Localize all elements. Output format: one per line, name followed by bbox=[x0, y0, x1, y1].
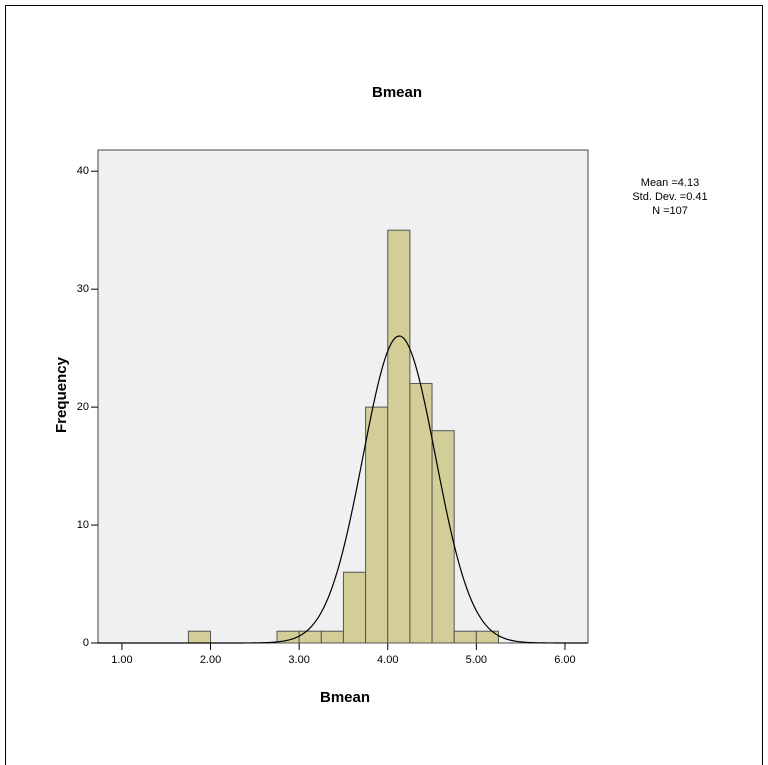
stat-text: Std. Dev. =0.41 bbox=[632, 191, 707, 203]
x-tick-label: 4.00 bbox=[377, 654, 398, 666]
normal-curve bbox=[98, 335, 588, 644]
stat-value: 107 bbox=[670, 205, 688, 217]
x-tick-label: 3.00 bbox=[288, 654, 309, 666]
y-tick-label: 20 bbox=[77, 401, 89, 413]
bar bbox=[431, 430, 455, 644]
bar bbox=[342, 571, 367, 644]
y-tick-label: 0 bbox=[83, 637, 89, 649]
y-tick-label: 40 bbox=[77, 165, 89, 177]
stat-label: N = bbox=[652, 205, 669, 217]
y-tick-label: 30 bbox=[77, 283, 89, 295]
bar bbox=[187, 630, 212, 644]
stat-text: N =107 bbox=[652, 205, 688, 217]
stat-label: Mean = bbox=[641, 177, 678, 189]
y-axis-label: Frequency bbox=[53, 356, 70, 433]
x-axis-label: Bmean bbox=[320, 689, 370, 706]
bar bbox=[320, 630, 344, 644]
stat-value: 0.41 bbox=[686, 191, 707, 203]
bar bbox=[387, 229, 411, 644]
plot-area bbox=[97, 149, 589, 644]
stat-text: Mean =4.13 bbox=[641, 177, 699, 189]
stat-label: Std. Dev. = bbox=[632, 191, 686, 203]
bar bbox=[365, 406, 389, 644]
x-tick-label: 6.00 bbox=[554, 654, 575, 666]
bar bbox=[475, 630, 500, 644]
y-tick-label: 10 bbox=[77, 519, 89, 531]
x-tick-label: 2.00 bbox=[200, 654, 221, 666]
bar bbox=[453, 630, 477, 644]
bar bbox=[298, 630, 322, 644]
x-tick-label: 5.00 bbox=[466, 654, 487, 666]
chart-title: Bmean bbox=[372, 84, 422, 101]
stat-value: 4.13 bbox=[678, 177, 699, 189]
x-tick-label: 1.00 bbox=[111, 654, 132, 666]
